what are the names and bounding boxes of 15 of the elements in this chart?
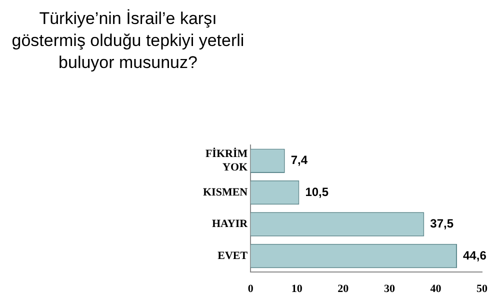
data-label: 44,6 [463, 248, 487, 262]
y-tick-label: EVET [218, 250, 248, 262]
x-tick-label: 30 [384, 283, 396, 296]
y-tick-label: KISMEN [202, 186, 248, 198]
chart-title: Türkiye’nin İsrail’e karşı göstermiş olduğu tepkiyi yeterli buluyor musunuz? [10, 8, 246, 74]
x-tick-label: 40 [430, 283, 442, 296]
y-tick-label: HAYIR [212, 218, 249, 230]
x-tick-label: 0 [248, 283, 254, 296]
x-tick-label: 20 [338, 283, 350, 296]
data-label: 7,4 [290, 153, 308, 168]
data-label: 37,5 [430, 216, 454, 231]
x-tick-label: 10 [291, 283, 303, 296]
data-label: 10,5 [305, 184, 329, 199]
y-tick-label: FİKRİM YOK [205, 147, 248, 174]
x-tick-label: 50 [476, 283, 488, 296]
